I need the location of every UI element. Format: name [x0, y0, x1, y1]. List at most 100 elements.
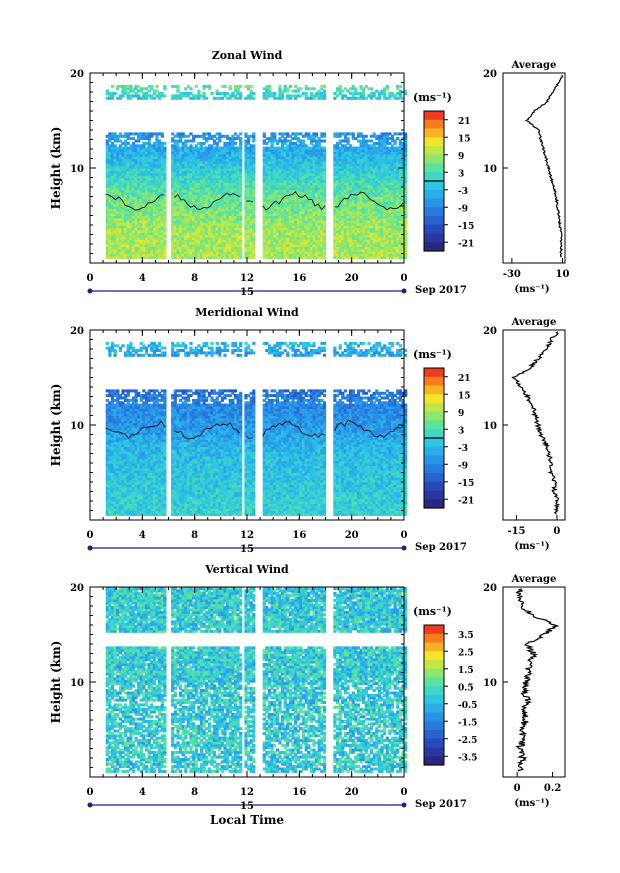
heatmap-cell: [181, 210, 185, 214]
heatmap-cell: [184, 198, 188, 202]
heatmap-cell: [163, 170, 167, 174]
heatmap-cell: [129, 179, 133, 183]
heatmap-cell: [176, 163, 180, 167]
heatmap-cell: [131, 149, 136, 152]
heatmap-cell: [176, 241, 180, 245]
heatmap-cell: [194, 220, 198, 224]
heatmap-cell: [131, 220, 136, 224]
heatmap-cell: [176, 146, 180, 150]
heatmap-cell: [197, 253, 201, 257]
heatmap-cell: [105, 194, 109, 198]
heatmap-cell: [176, 187, 180, 190]
heatmap-cell: [145, 146, 149, 150]
heatmap-cell: [189, 153, 193, 157]
heatmap-cell: [108, 203, 112, 207]
heatmap-cell: [116, 248, 120, 252]
heatmap-cell: [197, 244, 201, 247]
heatmap-cell: [150, 163, 154, 167]
heatmap-cell: [147, 179, 151, 183]
heatmap-cell: [160, 172, 164, 176]
heatmap-cell: [288, 84, 293, 88]
heatmap-cell: [158, 156, 162, 160]
heatmap-cell: [189, 229, 193, 233]
heatmap-cell: [139, 255, 143, 259]
heatmap-cell: [129, 191, 133, 195]
heatmap-cell: [110, 206, 115, 209]
heatmap-cell: [142, 175, 146, 179]
heatmap-cell: [181, 168, 185, 171]
heatmap-cell: [205, 232, 209, 236]
heatmap-cell: [110, 184, 115, 188]
heatmap-cell: [147, 165, 151, 169]
heatmap-cell: [134, 227, 138, 231]
heatmap-cell: [155, 144, 159, 148]
heatmap-cell: [179, 172, 183, 176]
heatmap-cell: [152, 213, 156, 217]
heatmap-cell: [134, 139, 138, 143]
heatmap-cell: [124, 248, 128, 252]
heatmap-cell: [139, 234, 143, 238]
heatmap-cell: [160, 144, 164, 148]
heatmap-cell: [267, 84, 272, 88]
heatmap-cell: [145, 213, 149, 217]
heatmap-cell: [192, 203, 196, 207]
heatmap-cell: [179, 182, 183, 186]
heatmap-cell: [131, 172, 136, 176]
heatmap-cell: [137, 227, 141, 231]
heatmap-cell: [163, 187, 167, 190]
heatmap-cell: [233, 141, 238, 145]
heatmap-cell: [207, 84, 211, 88]
heatmap-cell: [155, 206, 159, 209]
heatmap-cell: [105, 244, 109, 247]
heatmap-cell: [129, 229, 133, 233]
heatmap-cell: [194, 215, 198, 219]
heatmap-cell: [134, 187, 138, 190]
heatmap-cell: [152, 163, 156, 167]
heatmap-cell: [121, 168, 125, 171]
heatmap-cell: [189, 132, 193, 136]
heatmap-cell: [184, 158, 188, 162]
heatmap-cell: [142, 196, 146, 200]
heatmap-cell: [163, 84, 167, 88]
heatmap-cell: [155, 227, 159, 231]
heatmap-cell: [126, 206, 130, 209]
heatmap-cell: [186, 158, 190, 162]
heatmap-cell: [205, 184, 209, 188]
heatmap-cell: [184, 156, 188, 160]
heatmap-cell: [113, 203, 117, 207]
heatmap-cell: [121, 146, 125, 150]
heatmap-cell: [121, 213, 125, 217]
heatmap-cell: [192, 248, 196, 252]
heatmap-cell: [137, 241, 141, 245]
heatmap-cell: [152, 215, 156, 219]
heatmap-cell: [121, 175, 125, 179]
heatmap-cell: [145, 201, 149, 205]
heatmap-cell: [239, 137, 243, 141]
heatmap-cell: [124, 203, 128, 207]
heatmap-cell: [155, 222, 159, 226]
heatmap-cell: [171, 246, 175, 250]
heatmap-cell: [173, 191, 177, 195]
heatmap-cell: [202, 241, 206, 245]
heatmap-cell: [158, 153, 162, 157]
heatmap-cell: [207, 196, 211, 200]
heatmap-cell: [145, 198, 149, 202]
heatmap-cell: [202, 160, 206, 164]
heatmap-cell: [137, 253, 141, 257]
heatmap-cell: [116, 151, 120, 155]
heatmap-cell: [158, 96, 162, 100]
heatmap-cell: [129, 87, 133, 91]
heatmap-cell: [197, 160, 201, 164]
heatmap-cell: [139, 96, 143, 100]
heatmap-cell: [155, 156, 159, 160]
heatmap-cell: [194, 246, 198, 250]
heatmap-cell: [163, 165, 167, 169]
heatmap-cell: [171, 196, 175, 200]
heatmap-cell: [137, 217, 141, 221]
heatmap-cell: [134, 215, 138, 219]
heatmap-cell: [155, 177, 159, 181]
heatmap-cell: [163, 153, 167, 157]
heatmap-cell: [105, 89, 109, 93]
heatmap-cell: [181, 201, 185, 205]
heatmap-cell: [105, 184, 109, 188]
